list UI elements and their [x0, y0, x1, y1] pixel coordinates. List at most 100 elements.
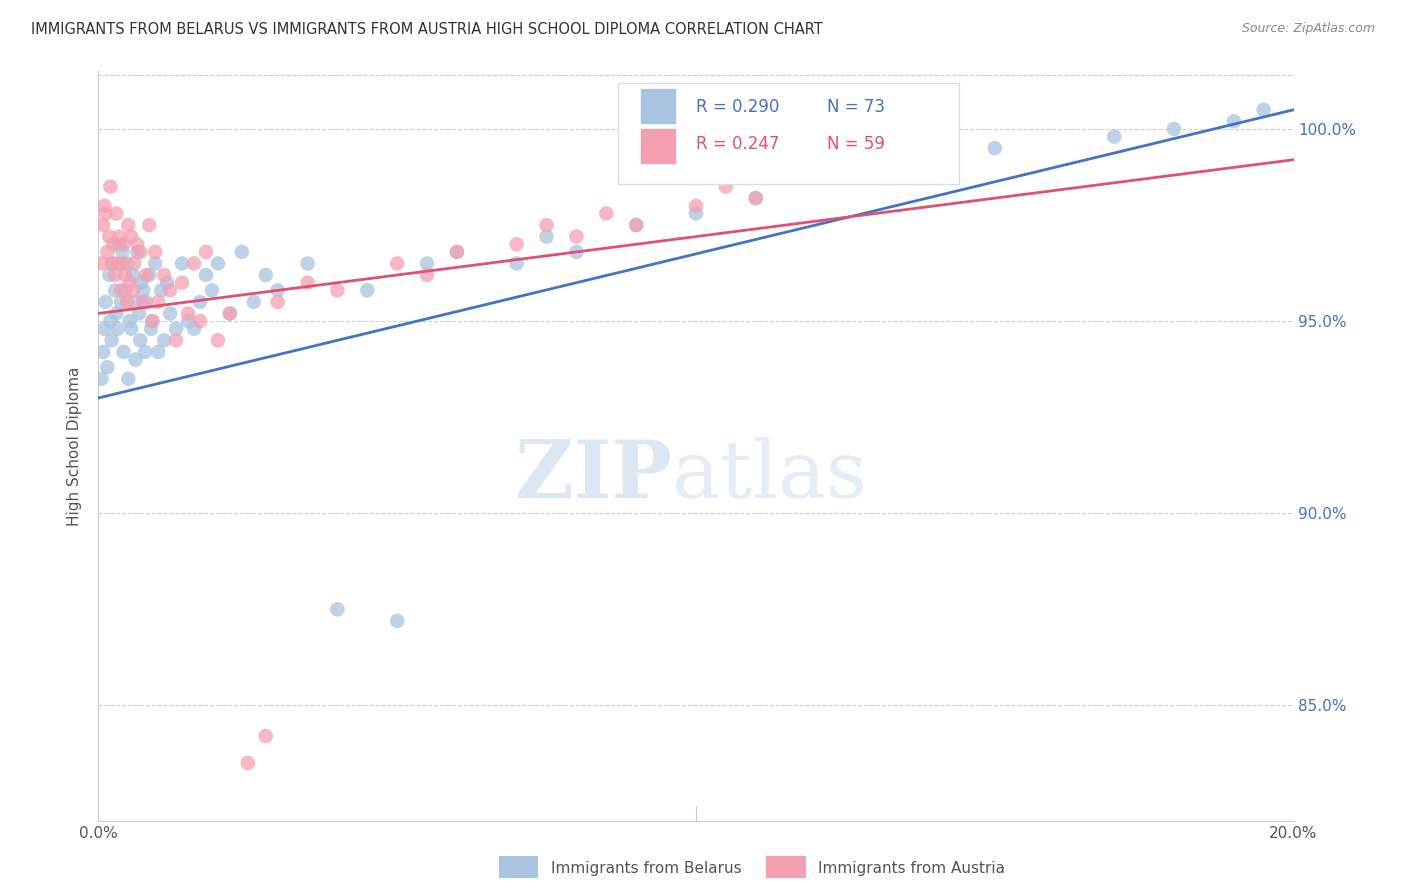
Point — [103, 237, 125, 252]
Point — [107, 322, 129, 336]
Point — [104, 284, 127, 298]
Point — [506, 237, 529, 252]
Point — [156, 276, 179, 290]
Point — [207, 334, 229, 348]
Text: atlas: atlas — [672, 437, 868, 515]
Point — [128, 306, 150, 320]
Text: R = 0.290: R = 0.290 — [696, 97, 779, 116]
Point — [714, 179, 737, 194]
Point — [159, 306, 181, 320]
Point — [138, 268, 160, 282]
Point — [129, 244, 152, 259]
Point — [112, 237, 135, 252]
Point — [148, 294, 170, 309]
FancyBboxPatch shape — [640, 87, 676, 124]
Point — [98, 268, 121, 282]
Point — [90, 372, 112, 386]
Text: IMMIGRANTS FROM BELARUS VS IMMIGRANTS FROM AUSTRIA HIGH SCHOOL DIPLOMA CORRELATI: IMMIGRANTS FROM BELARUS VS IMMIGRANTS FR… — [31, 22, 823, 37]
Point — [111, 244, 134, 259]
Point — [195, 268, 218, 282]
Point — [105, 206, 128, 220]
Point — [153, 334, 176, 348]
Point — [685, 206, 707, 220]
Point — [775, 168, 797, 182]
Point — [326, 602, 349, 616]
Point — [745, 191, 768, 205]
Point — [207, 256, 229, 270]
Point — [243, 294, 266, 309]
Point — [115, 294, 138, 309]
Point — [297, 276, 319, 290]
Point — [114, 284, 136, 298]
Point — [108, 237, 131, 252]
Point — [134, 344, 156, 359]
Point — [118, 314, 141, 328]
Point — [385, 614, 409, 628]
Point — [110, 294, 132, 309]
Text: Immigrants from Austria: Immigrants from Austria — [818, 862, 1005, 876]
Point — [98, 179, 122, 194]
Point — [124, 256, 146, 270]
Point — [122, 284, 145, 298]
Point — [108, 229, 131, 244]
Y-axis label: High School Diploma: High School Diploma — [67, 367, 83, 525]
Point — [100, 334, 122, 348]
Point — [135, 268, 157, 282]
Point — [124, 352, 146, 367]
Point — [141, 314, 163, 328]
Text: N = 59: N = 59 — [827, 135, 886, 153]
Point — [297, 256, 319, 270]
Point — [117, 218, 139, 232]
Point — [1253, 103, 1275, 117]
Point — [446, 244, 468, 259]
Point — [565, 229, 588, 244]
Point — [159, 284, 181, 298]
Text: Source: ZipAtlas.com: Source: ZipAtlas.com — [1241, 22, 1375, 36]
Point — [110, 284, 132, 298]
Point — [150, 284, 173, 298]
Point — [165, 322, 187, 336]
Point — [91, 344, 114, 359]
Text: ZIP: ZIP — [515, 437, 672, 515]
Point — [165, 334, 187, 348]
Point — [107, 256, 129, 270]
Point — [143, 244, 166, 259]
FancyBboxPatch shape — [619, 83, 959, 184]
Point — [172, 256, 194, 270]
Point — [924, 153, 946, 167]
Text: N = 73: N = 73 — [827, 97, 886, 116]
Text: Immigrants from Belarus: Immigrants from Belarus — [551, 862, 742, 876]
Point — [195, 244, 218, 259]
Point — [267, 284, 290, 298]
Point — [120, 322, 142, 336]
Point — [115, 256, 138, 270]
Point — [135, 294, 157, 309]
Point — [804, 168, 827, 182]
Point — [120, 229, 142, 244]
Point — [219, 306, 242, 320]
Point — [565, 244, 588, 259]
Point — [104, 268, 127, 282]
Point — [385, 256, 409, 270]
Point — [148, 344, 170, 359]
Point — [416, 268, 439, 282]
Point — [1163, 122, 1185, 136]
Point — [138, 218, 160, 232]
Point — [143, 256, 166, 270]
Point — [626, 218, 648, 232]
Point — [153, 268, 176, 282]
Point — [132, 294, 155, 309]
Point — [595, 206, 617, 220]
Point — [506, 256, 529, 270]
Point — [100, 256, 122, 270]
Point — [183, 322, 205, 336]
Point — [356, 284, 378, 298]
Point — [172, 276, 194, 290]
Point — [231, 244, 253, 259]
Point — [93, 322, 115, 336]
Point — [177, 314, 200, 328]
Point — [416, 256, 439, 270]
Point — [127, 237, 149, 252]
Point — [103, 256, 125, 270]
Point — [124, 294, 146, 309]
